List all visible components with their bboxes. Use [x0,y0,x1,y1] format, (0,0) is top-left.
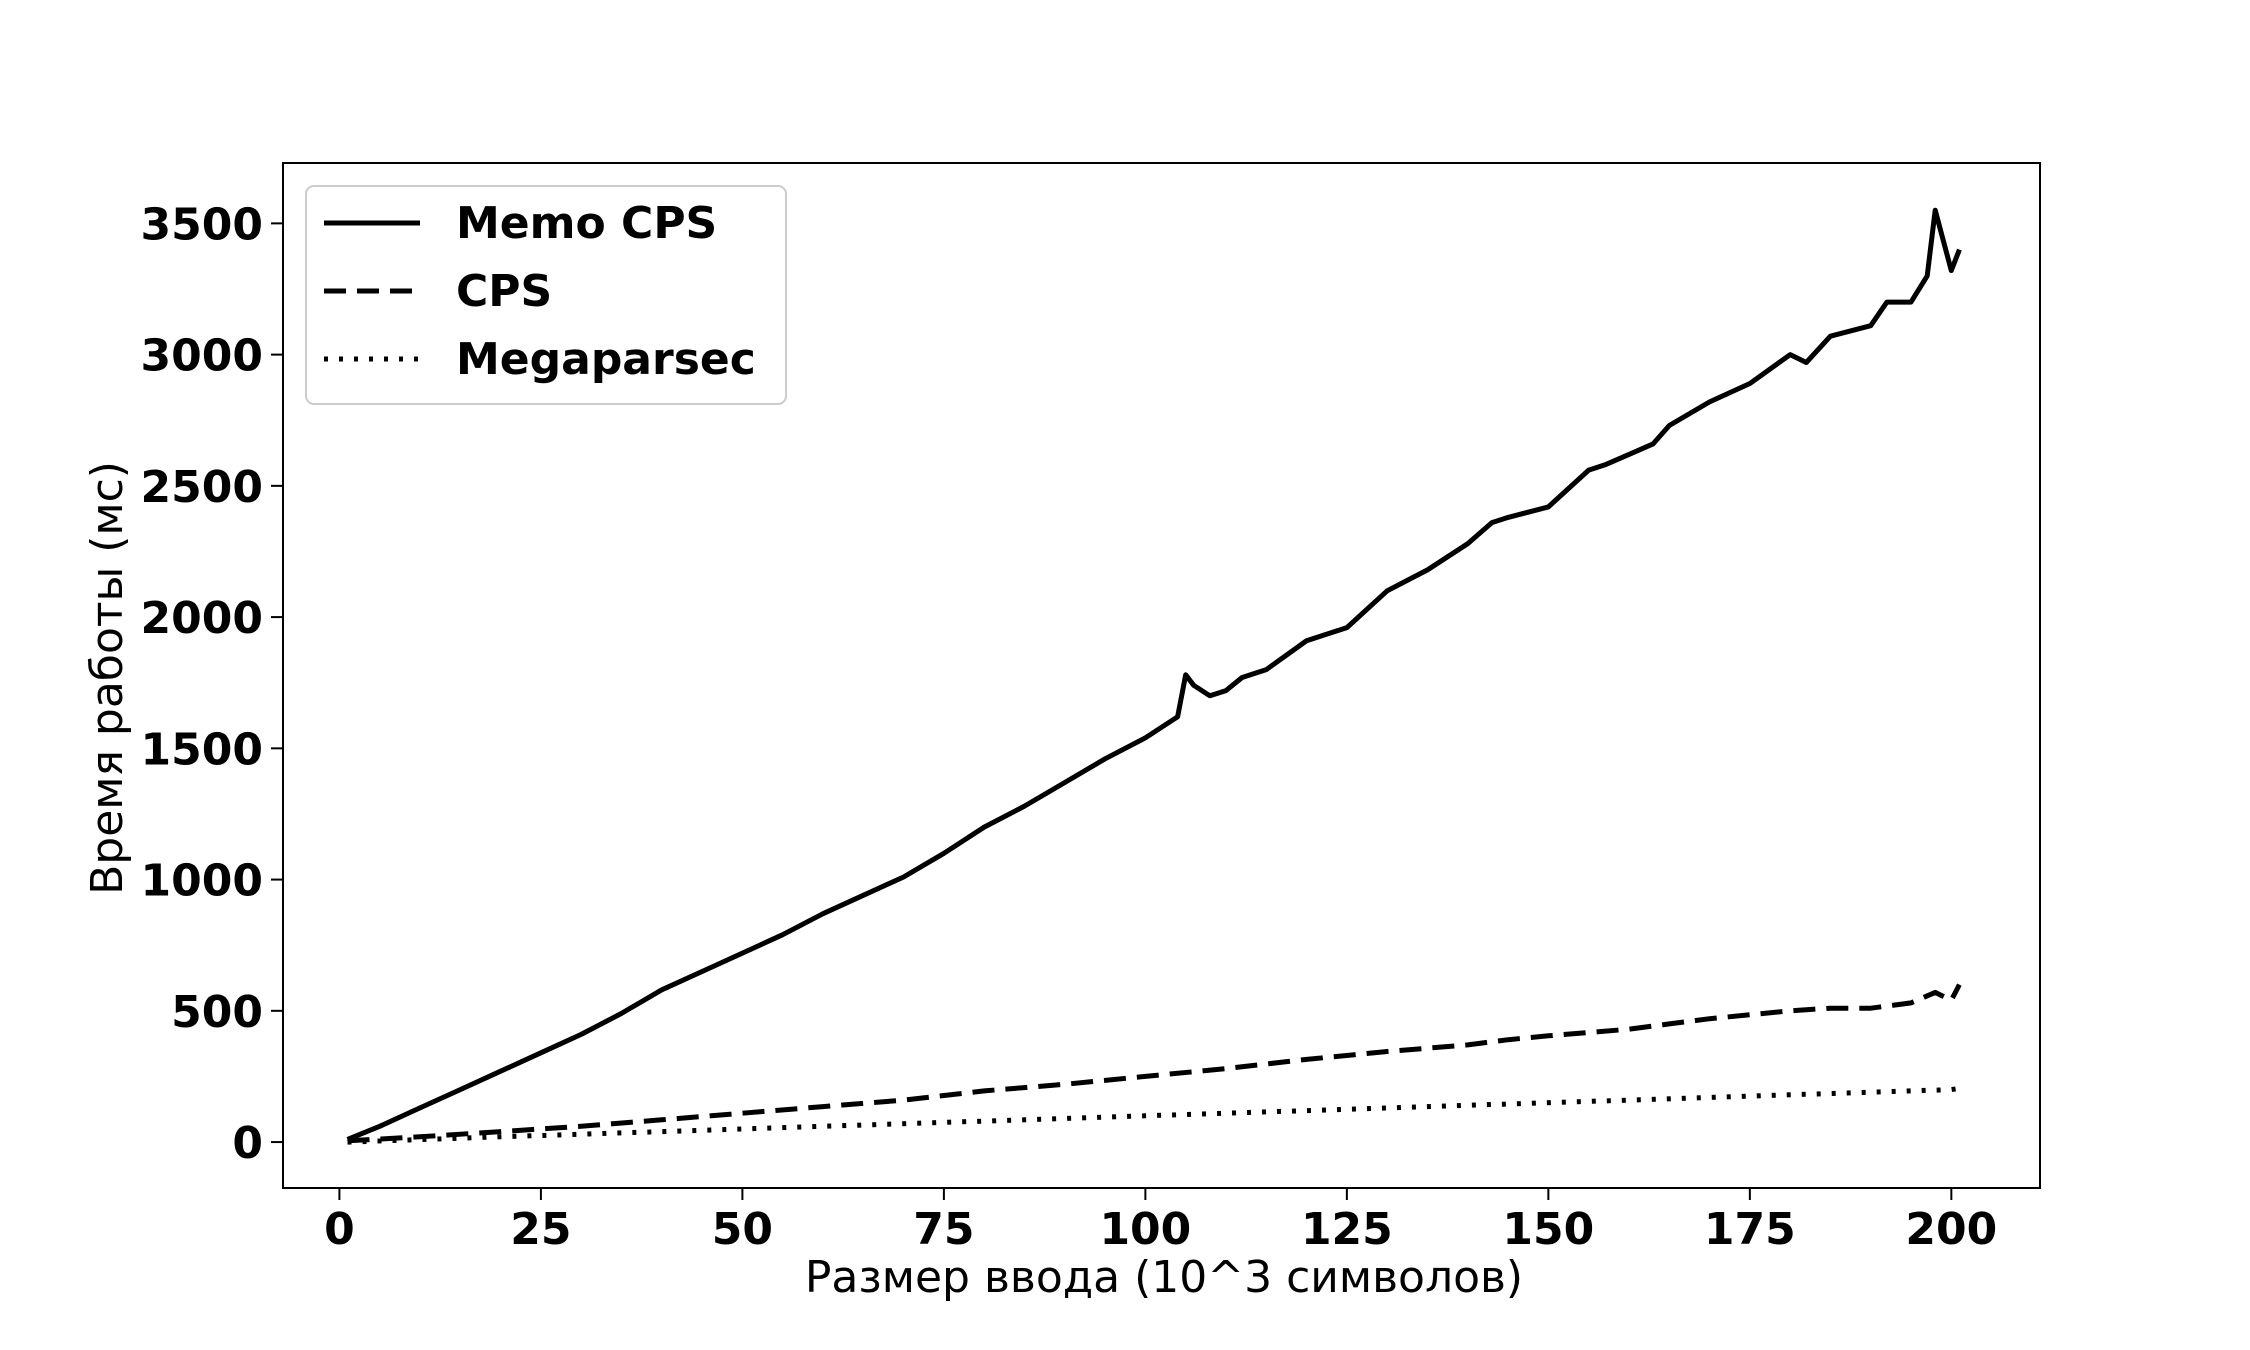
legend-label: Megaparsec [456,334,756,385]
axis-ticks: 0 25 50 75 100 125 150 175 200050010001500200025… [141,199,1998,1255]
series-line-megaparsec [347,1085,1960,1145]
y-axis-label: Время работы (мс) [82,461,133,895]
y-tick-label: 0 [232,1118,263,1169]
y-tick-label: 1000 [141,856,263,907]
series-line-memo-cps [346,207,1962,1142]
x-tick-label: 25 [510,1204,571,1255]
legend-box [305,185,787,405]
x-tick-label: 100 [1099,1204,1191,1255]
x-tick-label: 125 [1301,1204,1393,1255]
x-tick-label: 0 [324,1204,355,1255]
x-tick-label: 50 [712,1204,773,1255]
y-tick-label: 3500 [141,199,263,250]
x-axis-label: Размер ввода (10^3 символов) [805,1252,1523,1303]
legend-label: Memo CPS [456,198,717,249]
y-tick-label: 1500 [141,724,263,775]
y-tick-label: 3000 [141,331,263,382]
legend-label: CPS [456,266,552,317]
x-tick-label: 200 [1905,1204,1997,1255]
y-tick-label: 500 [171,987,263,1038]
legend: Memo CPS CPS Megaparsec [305,185,787,405]
x-tick-label: 175 [1704,1204,1796,1255]
series-line-cps [347,983,1962,1144]
plot-area [282,162,2041,1189]
x-tick-label: 75 [913,1204,974,1255]
plot-frame [282,162,2041,1189]
y-tick-label: 2000 [141,593,263,644]
y-tick-label: 2500 [141,462,263,513]
x-tick-label: 150 [1502,1204,1594,1255]
